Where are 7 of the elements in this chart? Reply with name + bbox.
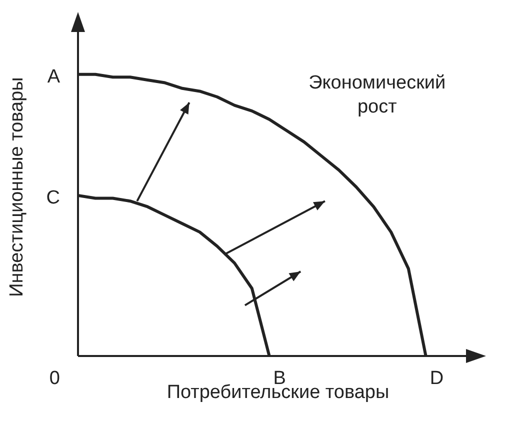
y-axis-title: Инвестиционные товары [6, 77, 28, 297]
text: A [47, 66, 60, 88]
text: C [46, 187, 60, 208]
text: D [430, 368, 444, 389]
text: 0 [49, 368, 60, 389]
annotation: Экономический рост [308, 72, 446, 118]
text: B [273, 368, 286, 389]
